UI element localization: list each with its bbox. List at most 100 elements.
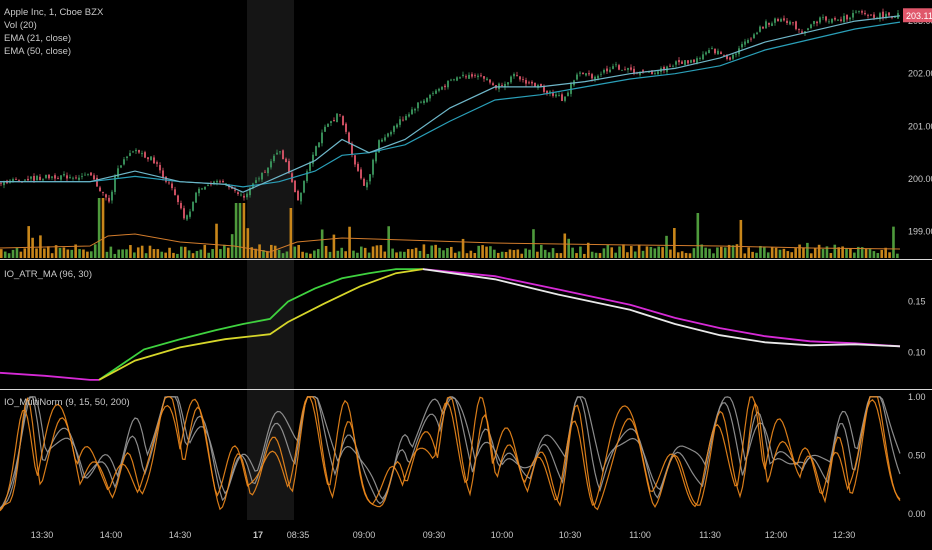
volume-bar	[418, 250, 422, 258]
legend-ema21[interactable]: EMA (21, close)	[4, 33, 72, 44]
volume-bar	[559, 253, 563, 258]
candle-body	[825, 16, 827, 21]
candle-body	[600, 73, 602, 75]
candle	[825, 15, 827, 23]
candle-body	[870, 14, 872, 16]
volume-bar	[35, 248, 38, 258]
volume-bar	[117, 249, 120, 258]
volume-bar	[172, 252, 175, 258]
candle	[459, 76, 461, 79]
volume-bar	[58, 247, 62, 258]
candle	[321, 129, 323, 147]
candle-body	[525, 80, 527, 84]
candle	[477, 73, 479, 80]
volume-bar	[680, 251, 684, 258]
volume-bar	[782, 248, 786, 258]
atr-series-line	[0, 371, 99, 381]
candle-body	[327, 123, 329, 127]
candle	[864, 10, 866, 16]
candle-body	[840, 19, 842, 21]
candle-body	[558, 95, 560, 97]
volume-bar	[829, 253, 833, 258]
candle-body	[729, 57, 731, 60]
candle	[789, 20, 791, 26]
volume-bar	[751, 251, 754, 258]
candle	[765, 19, 767, 29]
candle-body	[783, 18, 785, 21]
volume-bar	[426, 253, 430, 258]
candle	[246, 191, 248, 200]
candle	[177, 194, 179, 205]
candle-body	[60, 175, 62, 180]
candle	[471, 72, 473, 79]
volume-bar	[301, 251, 304, 258]
candle-body	[798, 28, 800, 30]
candle	[837, 19, 839, 21]
candle-body	[510, 76, 512, 83]
candle	[429, 93, 431, 102]
candle-body	[66, 175, 68, 179]
candle-body	[258, 178, 260, 180]
candle	[504, 81, 506, 91]
candle-body	[663, 66, 665, 71]
candle-body	[594, 76, 596, 80]
candle	[489, 79, 491, 85]
candle	[630, 64, 632, 72]
candle-body	[336, 113, 338, 123]
candle-body	[585, 73, 587, 76]
volume-bar	[610, 247, 614, 258]
volume-bar	[430, 245, 434, 258]
volume-bar	[360, 246, 363, 258]
volume-bar	[352, 250, 355, 258]
candle	[30, 176, 32, 181]
volume-bar	[356, 252, 359, 258]
candle	[213, 180, 215, 186]
legend-symbol[interactable]: Apple Inc, 1, Cboe BZX	[4, 7, 104, 18]
candle-body	[480, 75, 482, 77]
volume-bar	[563, 233, 567, 258]
candle	[657, 70, 659, 75]
volume-bar	[586, 242, 590, 258]
candle	[327, 123, 329, 128]
candle-body	[297, 190, 299, 201]
volume-bar	[74, 244, 77, 258]
candle-body	[708, 50, 710, 54]
volume-bar	[543, 249, 547, 258]
candle-body	[786, 20, 788, 23]
volume-bar	[434, 244, 437, 258]
volume-bar	[684, 252, 688, 258]
candle-body	[534, 82, 536, 87]
legend-norm-indicator[interactable]: IO_MultiNorm (9, 15, 50, 200)	[4, 397, 130, 408]
candle	[753, 32, 755, 39]
candle-body	[723, 55, 725, 56]
candle	[219, 179, 221, 184]
candle-body	[276, 152, 278, 155]
volume-bar	[297, 244, 300, 258]
candle	[486, 76, 488, 81]
candle-body	[354, 155, 356, 165]
legend-ema50[interactable]: EMA (50, close)	[4, 46, 72, 57]
candle	[468, 72, 470, 79]
candle	[345, 122, 347, 135]
candle	[525, 77, 527, 87]
candle	[576, 72, 578, 81]
legend-atr-indicator[interactable]: IO_ATR_MA (96, 30)	[4, 269, 92, 280]
candle-body	[423, 100, 425, 103]
candle-body	[372, 159, 374, 175]
candle-body	[717, 50, 719, 55]
candle-body	[330, 121, 332, 123]
candle	[879, 11, 881, 22]
volume-bar	[712, 253, 715, 258]
candle-body	[267, 167, 269, 174]
candle	[267, 167, 269, 177]
candle-body	[807, 28, 809, 31]
candle-body	[750, 38, 752, 40]
volume-bar	[727, 244, 731, 258]
candle-body	[255, 180, 257, 184]
candle	[519, 76, 521, 82]
candle-body	[123, 159, 125, 165]
legend-vol[interactable]: Vol (20)	[4, 20, 37, 31]
candle	[867, 13, 869, 19]
candle-body	[63, 173, 65, 176]
